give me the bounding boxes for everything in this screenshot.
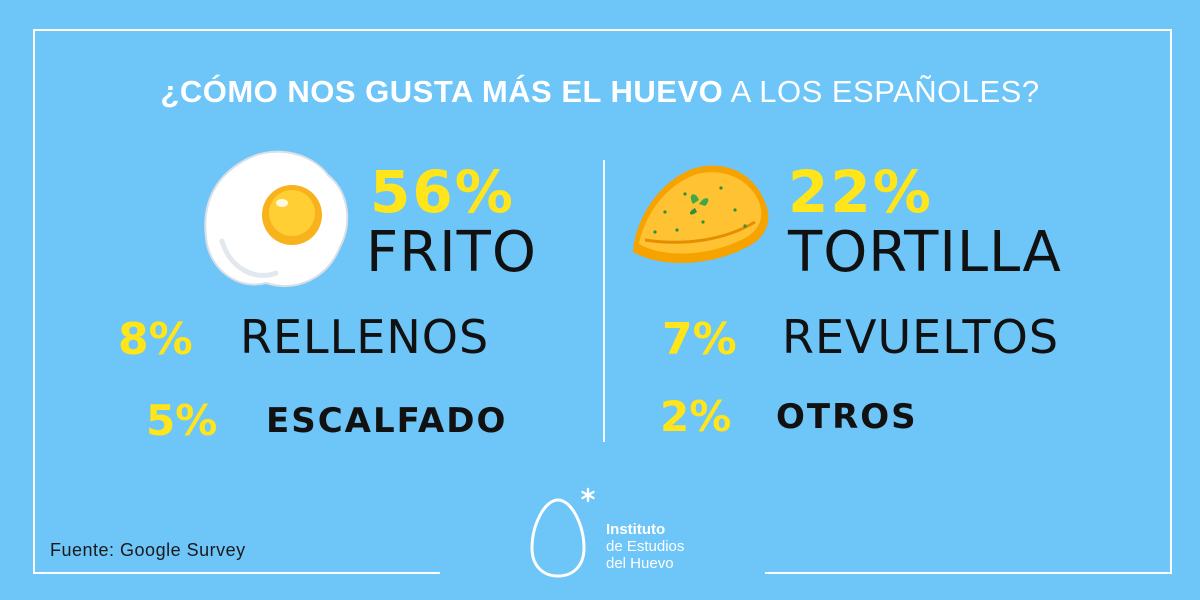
label-escalfado: ESCALFADO bbox=[266, 401, 508, 441]
frame-top bbox=[33, 29, 1172, 31]
egg-logo-icon bbox=[530, 487, 595, 578]
frame-right bbox=[1170, 29, 1172, 574]
percent-rellenos: 8% bbox=[118, 314, 193, 365]
logo-line3: del Huevo bbox=[606, 555, 674, 572]
frame-bottom-left bbox=[33, 572, 440, 574]
label-revueltos: REVUELTOS bbox=[782, 310, 1060, 364]
percent-revueltos: 7% bbox=[662, 314, 737, 365]
percent-frito: 56% bbox=[370, 158, 515, 226]
frame-left bbox=[33, 29, 35, 574]
frame-bottom-right bbox=[765, 572, 1172, 574]
percent-otros: 2% bbox=[660, 392, 732, 441]
title-regular: A LOS ESPAÑOLES? bbox=[730, 74, 1040, 109]
page-title: ¿CÓMO NOS GUSTA MÁS EL HUEVO A LOS ESPAÑ… bbox=[0, 74, 1200, 110]
label-rellenos: RELLENOS bbox=[240, 310, 490, 364]
logo-text: Instituto de Estudios del Huevo bbox=[606, 521, 684, 572]
source-note: Fuente: Google Survey bbox=[50, 540, 246, 560]
logo-line1: Instituto bbox=[606, 521, 666, 538]
fried-egg-icon bbox=[204, 150, 349, 287]
omelette-icon bbox=[633, 165, 769, 264]
center-divider bbox=[603, 160, 605, 442]
label-tortilla: TORTILLA bbox=[788, 220, 1062, 285]
logo-line2: de Estudios bbox=[606, 538, 685, 555]
title-bold: ¿CÓMO NOS GUSTA MÁS EL HUEVO bbox=[160, 74, 724, 109]
label-otros: OTROS bbox=[776, 397, 918, 437]
label-frito: FRITO bbox=[366, 220, 537, 285]
percent-escalfado: 5% bbox=[146, 396, 218, 445]
percent-tortilla: 22% bbox=[788, 158, 933, 226]
